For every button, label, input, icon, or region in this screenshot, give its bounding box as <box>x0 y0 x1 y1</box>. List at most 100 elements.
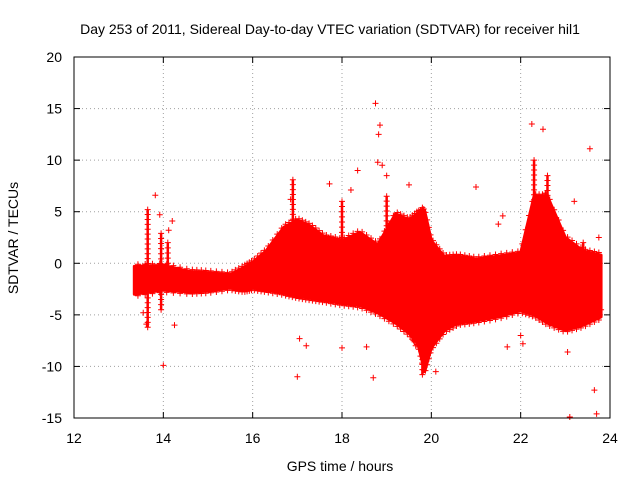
data-point <box>406 181 412 188</box>
band-edge-point <box>274 291 281 298</box>
data-point <box>432 368 439 375</box>
band-edge-point <box>332 301 339 308</box>
band-edge-point <box>481 253 488 259</box>
band-edge-point <box>170 289 177 296</box>
band-edge-point <box>400 212 407 219</box>
spike-point <box>580 244 587 251</box>
band-edge-point <box>316 227 323 234</box>
band-edge-point <box>170 262 177 269</box>
x-tick-label: 14 <box>156 430 172 446</box>
band-edge-point <box>368 235 375 242</box>
band-edge-point <box>555 217 562 224</box>
band-edge-point <box>430 344 437 351</box>
band-edge-point <box>400 328 407 335</box>
band-edge-point <box>312 298 319 305</box>
band-edge-point <box>254 253 261 259</box>
band-edge-point <box>577 324 584 331</box>
band-edge-point <box>134 261 141 268</box>
band-edge-point <box>207 289 214 296</box>
data-point <box>296 335 303 342</box>
spike-point <box>339 249 345 256</box>
spike-point <box>158 276 165 283</box>
band-edge-point <box>327 300 334 307</box>
band-edge-point <box>536 316 543 323</box>
data-points <box>132 100 605 420</box>
y-tick-label: 5 <box>54 204 62 220</box>
data-point <box>375 131 382 138</box>
band-edge-point <box>261 288 268 295</box>
spike-point <box>339 239 345 246</box>
band-edge-point <box>475 253 482 260</box>
data-point <box>374 159 381 166</box>
data-point <box>557 301 564 308</box>
y-tick-label: 20 <box>46 49 62 65</box>
spike-point <box>580 255 587 262</box>
band-edge-point <box>177 264 184 271</box>
band-edge-point <box>278 225 285 232</box>
band-edge-point <box>394 323 401 330</box>
band-edge-point <box>457 321 464 328</box>
spike-point <box>419 285 426 292</box>
data-point <box>517 332 524 339</box>
chart-title: Day 253 of 2011, Sidereal Day-to-day VTE… <box>80 21 580 37</box>
y-tick-label: 15 <box>46 101 62 117</box>
band-edge-point <box>425 224 432 231</box>
spike-point <box>158 296 165 303</box>
data-point <box>143 321 150 328</box>
spike-point <box>419 280 426 287</box>
spike-point <box>580 239 587 246</box>
spike-point <box>164 265 171 272</box>
band-edge-point <box>289 294 296 301</box>
band-edge-point <box>492 316 499 323</box>
band-edge-point <box>368 309 375 316</box>
spike-point <box>339 265 345 272</box>
band-edge-point <box>341 302 348 309</box>
band-edge-point <box>251 287 258 294</box>
band-edge-point <box>309 222 316 229</box>
data-point <box>495 221 502 228</box>
spike-point <box>419 224 426 231</box>
band-edge-point <box>440 250 447 257</box>
x-tick-label: 20 <box>424 430 440 446</box>
spike-point <box>419 305 426 312</box>
spike-point <box>580 275 587 282</box>
spike-point <box>419 326 426 333</box>
spike-point <box>339 208 345 215</box>
band-edge-point <box>394 209 401 216</box>
spike-point <box>544 291 551 298</box>
data-point <box>595 234 602 241</box>
band-edge-point <box>319 299 326 306</box>
band-edge-point <box>177 290 184 297</box>
spike-point <box>158 286 165 293</box>
data-point <box>316 289 323 296</box>
band-edge-point <box>526 312 533 319</box>
band-edge-point <box>522 311 529 318</box>
band-edge-point <box>430 237 437 244</box>
band-edge-point <box>202 290 209 297</box>
spike-point <box>158 240 165 247</box>
spike-point <box>158 281 165 288</box>
band-edge-point <box>573 240 580 247</box>
data-point <box>287 196 294 203</box>
data-point <box>160 362 167 369</box>
spike-point <box>158 291 165 298</box>
band-edge-point <box>359 228 366 235</box>
band-edge-point <box>446 326 453 333</box>
data-point <box>519 340 526 347</box>
band-edge-point <box>595 249 602 256</box>
band-edge-point <box>372 238 379 245</box>
spike-point <box>339 260 345 267</box>
spike-point <box>289 270 296 277</box>
y-tick-label: 10 <box>46 152 62 168</box>
spike-point <box>580 306 587 313</box>
spike-point <box>419 229 426 236</box>
band-edge-point <box>486 317 493 324</box>
data-point <box>591 387 598 394</box>
band-edge-point <box>232 287 239 294</box>
spike-point <box>339 198 345 205</box>
spike-point <box>419 321 426 328</box>
spike-point <box>164 239 171 246</box>
band-edge-point <box>299 296 306 303</box>
spike-point <box>158 260 165 267</box>
